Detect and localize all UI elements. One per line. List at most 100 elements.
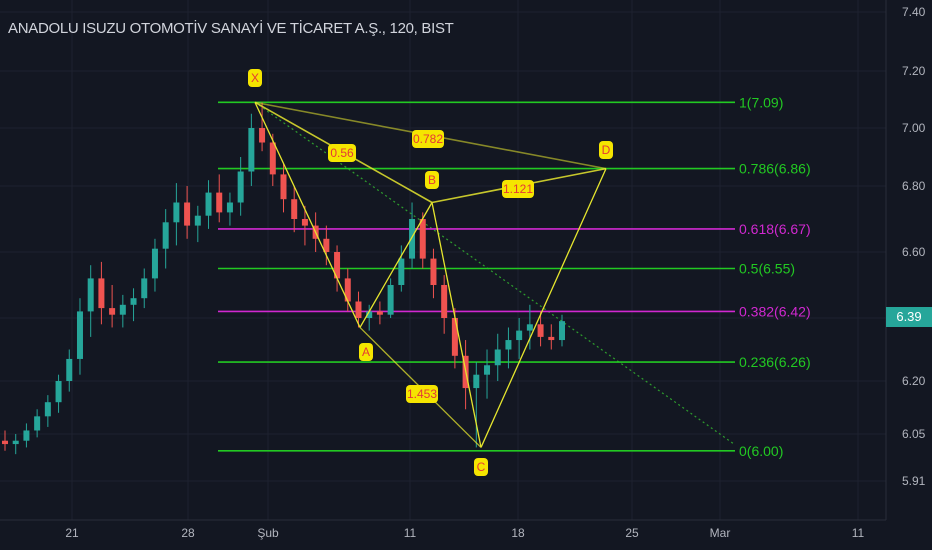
pattern-label: C [474, 458, 488, 476]
candle-body [173, 202, 180, 223]
label-box [406, 385, 438, 403]
candle-body [473, 374, 480, 389]
time-axis[interactable]: 21 28 Şub 11 18 25 Mar 11 [65, 526, 864, 540]
fib-level-label: 0(6.00) [739, 443, 783, 459]
fib-level-label: 0.236(6.26) [739, 354, 811, 370]
label-text: C [477, 460, 486, 474]
label-box [412, 130, 444, 148]
candle-body [301, 219, 308, 226]
x-tick-label: 21 [65, 526, 79, 540]
label-text: 0.782 [413, 132, 443, 146]
y-tick-label: 6.05 [902, 427, 926, 441]
candle-body [248, 128, 255, 172]
candle-body [537, 324, 544, 337]
candle-body [55, 381, 62, 403]
label-box [599, 141, 613, 159]
pattern-label: 0.782 [412, 130, 444, 148]
x-tick-label: 11 [852, 526, 865, 540]
candle-body [441, 285, 448, 318]
label-box [359, 343, 373, 361]
y-tick-label: 6.60 [902, 245, 926, 259]
y-tick-label: 6.20 [902, 374, 926, 388]
candle-body [484, 365, 491, 375]
harmonic-pattern: X A B C D 0.56 0.782 1.121 1.453 [248, 69, 613, 476]
candle-body [505, 340, 512, 350]
candle-body [526, 324, 533, 331]
candle-body [334, 252, 341, 279]
y-tick-label: 5.91 [902, 474, 926, 488]
candle-body [66, 358, 73, 381]
x-tick-label: 28 [181, 526, 195, 540]
label-box [425, 171, 439, 189]
candle-body [2, 440, 8, 445]
y-tick-label: 6.80 [902, 179, 926, 193]
candle-body [419, 219, 426, 259]
candle-body [216, 192, 223, 213]
pattern-label: 0.56 [328, 144, 356, 162]
pattern-label: 1.453 [406, 385, 438, 403]
y-tick-label: 7.40 [902, 5, 926, 19]
pattern-leg [480, 168, 607, 448]
candle-body [151, 248, 158, 279]
candle-body [237, 171, 244, 203]
candle-body [451, 318, 458, 356]
candle-body [205, 192, 212, 216]
chart-title: ANADOLU ISUZU OTOMOTİV SANAYİ VE TİCARET… [8, 20, 454, 37]
candle-body [44, 402, 51, 417]
fib-level-label: 0.786(6.86) [739, 161, 811, 177]
fib-level-label: 0.382(6.42) [739, 303, 811, 319]
candle-body [87, 278, 94, 312]
candle-body [184, 202, 191, 226]
label-text: 1.453 [407, 387, 437, 401]
pattern-label: D [599, 141, 613, 159]
pattern-leg [359, 202, 433, 328]
candle-body [366, 311, 373, 318]
candle-body [494, 349, 501, 366]
x-tick-label: 11 [404, 526, 417, 540]
label-box [474, 458, 488, 476]
x-tick-label: Mar [710, 526, 731, 540]
candle-body [109, 308, 116, 315]
label-box [248, 69, 262, 87]
candle-body [12, 440, 19, 445]
candlestick-series [2, 102, 565, 455]
label-box [328, 144, 356, 162]
last-price-tag: 6.39 [886, 307, 932, 327]
candle-body [119, 304, 126, 315]
candle-body [516, 330, 523, 341]
candle-body [387, 285, 394, 315]
candle-body [398, 258, 405, 285]
y-tick-label: 7.00 [902, 121, 926, 135]
y-tick-label: 7.20 [902, 64, 926, 78]
candle-body [291, 199, 298, 219]
candle-body [34, 416, 41, 431]
fib-level-label: 0.618(6.67) [739, 221, 811, 237]
candle-body [76, 311, 83, 359]
label-text: D [602, 143, 611, 157]
candle-body [269, 142, 276, 175]
candle-body [548, 336, 555, 341]
candle-body [376, 311, 383, 315]
candle-body [141, 278, 148, 299]
candle-body [559, 321, 565, 341]
label-box [502, 180, 534, 198]
candle-body [194, 215, 201, 226]
candle-body [259, 128, 266, 143]
candle-body [23, 430, 30, 441]
pattern-label: A [359, 343, 373, 361]
label-text: 0.56 [330, 146, 354, 160]
candle-body [323, 238, 330, 252]
x-tick-label: Şub [257, 526, 279, 540]
fib-level-label: 1(7.09) [739, 94, 783, 110]
trendline [254, 101, 735, 445]
candle-body [280, 174, 287, 200]
candle-body [98, 278, 105, 309]
fib-level-label: 0.5(6.55) [739, 261, 795, 277]
dotted-trendline [254, 101, 735, 445]
candle-body [162, 222, 169, 249]
candle-body [226, 202, 233, 213]
pattern-leg [254, 102, 361, 328]
pattern-label: 1.121 [502, 180, 534, 198]
pattern-leg [431, 202, 482, 448]
